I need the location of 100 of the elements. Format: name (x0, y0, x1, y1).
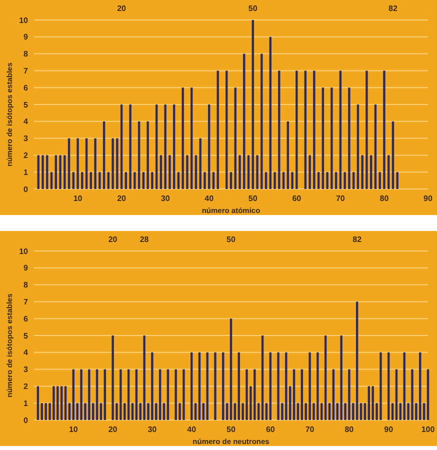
bar (36, 386, 40, 420)
bar (254, 369, 256, 420)
bar (317, 172, 320, 189)
bar (260, 54, 263, 189)
bar (238, 155, 241, 189)
bar (124, 172, 128, 189)
y-tick-label: 7 (24, 298, 29, 306)
bar (44, 403, 47, 420)
bar (226, 70, 228, 189)
bar (252, 20, 254, 189)
x-tick-label: 20 (108, 425, 118, 434)
bar (403, 352, 406, 420)
bar (54, 155, 57, 189)
bar (361, 155, 364, 189)
bar (68, 138, 70, 189)
bar (127, 369, 130, 420)
y-tick-label: 10 (19, 16, 29, 25)
bar (100, 403, 102, 420)
bar (356, 104, 360, 189)
x2-tick-label: 82 (352, 235, 362, 244)
x-tick-label: 60 (266, 425, 276, 434)
bar (202, 403, 205, 420)
bar (292, 369, 296, 420)
bar (286, 121, 290, 189)
bar (278, 70, 280, 189)
bar (135, 369, 138, 420)
x-tick-label: 30 (160, 194, 170, 203)
bar (399, 403, 402, 420)
x2-tick-label: 20 (108, 235, 118, 244)
bar (356, 302, 358, 420)
bar (243, 54, 246, 189)
x-tick-label: 80 (380, 194, 390, 203)
y-tick-label: 0 (24, 416, 29, 425)
x-tick-label: 60 (292, 194, 302, 203)
bar (366, 70, 368, 189)
bar (247, 155, 250, 189)
bar (46, 155, 48, 189)
bar (269, 352, 272, 420)
bar (120, 104, 123, 189)
x-tick-label: 50 (248, 194, 258, 203)
bar (64, 386, 67, 420)
bar (256, 155, 258, 189)
x-tick-label: 50 (226, 425, 236, 434)
bar (72, 369, 74, 420)
bar (174, 369, 177, 420)
bar (138, 121, 140, 189)
bar (383, 70, 386, 189)
bar (80, 369, 82, 420)
bar (396, 172, 398, 189)
bar (364, 403, 366, 420)
bar (313, 70, 316, 189)
x-tick-label: 30 (148, 425, 158, 434)
y-tick-label: 5 (24, 100, 29, 110)
bar (166, 369, 170, 420)
bar (296, 403, 300, 420)
bar (151, 172, 154, 189)
bar (199, 138, 202, 189)
bar (392, 121, 394, 189)
bar (177, 172, 180, 189)
y-tick-label: 9 (24, 264, 29, 273)
bar (164, 104, 166, 189)
bar (372, 386, 374, 420)
x2-tick-label: 50 (226, 235, 236, 244)
y-tick-label: 7 (24, 66, 29, 76)
bar (274, 172, 276, 189)
bar (204, 172, 206, 189)
y-tick-label: 1 (24, 168, 29, 177)
bar (411, 369, 414, 420)
bar (322, 88, 324, 189)
bar (129, 104, 132, 189)
y-tick-label: 8 (24, 280, 29, 290)
y-tick-label: 9 (24, 32, 29, 42)
y-tick-label: 2 (24, 151, 29, 160)
bar (146, 121, 149, 189)
bar (90, 172, 92, 189)
bar (96, 369, 98, 420)
bar (370, 155, 372, 189)
bar (151, 352, 154, 420)
bar (190, 88, 193, 189)
bar (332, 369, 335, 420)
bar (265, 403, 268, 420)
bar (257, 403, 260, 420)
bar (40, 403, 43, 420)
bar (158, 369, 162, 420)
bar (368, 386, 370, 420)
x2-tick-label: 20 (117, 4, 127, 13)
bar (352, 172, 355, 189)
bar (85, 138, 88, 189)
bar (142, 172, 145, 189)
bar (246, 369, 248, 420)
bar (328, 403, 331, 420)
bar (102, 121, 106, 189)
bar (81, 172, 84, 189)
y-tick-label: 4 (24, 348, 29, 358)
bar (348, 88, 350, 189)
y-tick-label: 6 (24, 314, 29, 324)
x-tick-label: 90 (384, 425, 394, 434)
bar (308, 352, 311, 420)
bar (88, 369, 90, 420)
y-tick-label: 6 (24, 83, 29, 92)
